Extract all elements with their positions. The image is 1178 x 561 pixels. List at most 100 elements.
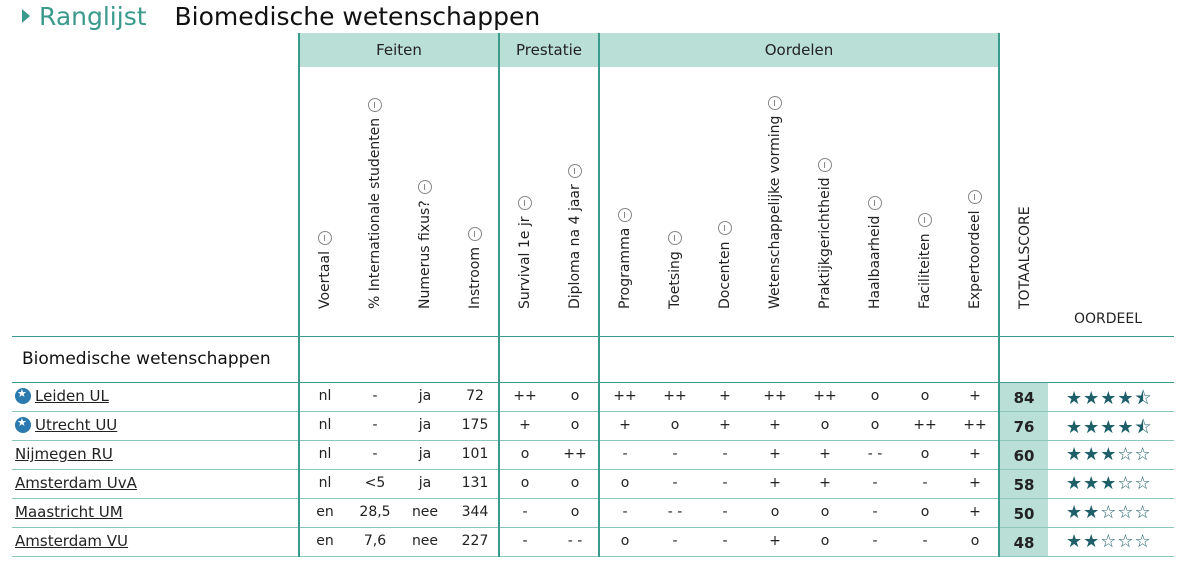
oordeel-header: OORDEEL	[1074, 311, 1143, 327]
cell-faciliteiten: o	[920, 504, 930, 520]
cell-wetenschap: ++	[763, 388, 787, 404]
column-header-haalbaarheid: Haalbaarheid	[865, 95, 885, 325]
column-header-diploma: Diploma na 4 jaar	[565, 95, 585, 325]
university-name[interactable]: Utrecht UU	[35, 416, 118, 434]
total-score: 76	[1000, 412, 1048, 441]
cell-instroom: 131	[461, 475, 489, 491]
university-name[interactable]: Leiden UL	[35, 387, 109, 405]
cell-expert: +	[969, 475, 981, 491]
info-icon[interactable]	[968, 190, 982, 205]
column-label-haalbaarheid: Haalbaarheid	[867, 215, 883, 309]
cell-survival: -	[522, 504, 528, 520]
university-name[interactable]: Maastricht UM	[15, 503, 123, 521]
info-icon[interactable]	[668, 231, 682, 246]
cell-docenten: +	[719, 417, 731, 433]
column-label-voertaal: Voertaal	[317, 251, 333, 309]
cell-expert: +	[969, 446, 981, 462]
info-icon[interactable]	[618, 207, 632, 222]
group-oordelen: Oordelen	[599, 33, 999, 68]
university-name[interactable]: Amsterdam UvA	[15, 474, 137, 492]
cell-voertaal: nl	[318, 475, 332, 491]
cell-haalbaarheid: o	[870, 417, 880, 433]
university-link[interactable]: Leiden UL	[15, 387, 109, 405]
cell-programma: ++	[613, 388, 637, 404]
cell-expert: ++	[963, 417, 987, 433]
cell-survival: ++	[513, 388, 537, 404]
university-link[interactable]: Utrecht UU	[15, 416, 117, 434]
cell-haalbaarheid: -	[872, 504, 878, 520]
university-link[interactable]: Amsterdam UvA	[15, 474, 137, 492]
cell-docenten: -	[722, 504, 728, 520]
row-divider	[12, 411, 1174, 412]
info-icon[interactable]	[768, 95, 782, 110]
column-header-survival: Survival 1e jr	[515, 95, 535, 325]
cell-voertaal: en	[316, 504, 334, 520]
group-feiten: Feiten	[299, 33, 499, 68]
cell-survival: o	[520, 475, 530, 491]
cell-praktijk: o	[820, 504, 830, 520]
triangle-right-icon[interactable]	[22, 9, 30, 23]
info-icon[interactable]	[518, 196, 532, 211]
row-divider	[12, 498, 1174, 499]
info-icon[interactable]	[718, 221, 732, 236]
section-title: Biomedische wetenschappen	[22, 349, 271, 369]
info-icon[interactable]	[568, 164, 582, 179]
cell-toetsing: -	[672, 446, 678, 462]
cell-instroom: 101	[461, 446, 489, 462]
cell-numerus: nee	[411, 533, 439, 549]
info-icon[interactable]	[318, 231, 332, 246]
info-icon[interactable]	[868, 195, 882, 210]
info-icon[interactable]	[918, 213, 932, 228]
section-divider	[12, 382, 1174, 383]
university-name[interactable]: Amsterdam VU	[15, 532, 129, 550]
total-score: 50	[1000, 499, 1048, 528]
info-icon[interactable]	[468, 226, 482, 241]
cell-programma: +	[619, 417, 631, 433]
university-link[interactable]: Nijmegen RU	[15, 445, 113, 463]
cell-instroom: 227	[461, 533, 489, 549]
column-header-totaal: TOTAALSCORE	[1015, 95, 1035, 325]
university-link[interactable]: Maastricht UM	[15, 503, 123, 521]
cell-instroom: 344	[461, 504, 489, 520]
info-icon[interactable]	[368, 97, 382, 112]
cell-programma: -	[622, 446, 628, 462]
star-rating: ★★☆☆☆	[1066, 502, 1152, 523]
table-row: Amsterdam UvA nl <5 ja 131 o o o - - + + - - +58 ★★★☆☆	[0, 470, 1178, 499]
ranglijst-link[interactable]: Ranglijst	[39, 1, 147, 31]
cell-diploma: o	[570, 417, 580, 433]
row-divider	[12, 440, 1174, 441]
column-label-programma: Programma	[617, 227, 633, 309]
cell-docenten: -	[722, 475, 728, 491]
cell-toetsing: ++	[663, 388, 687, 404]
cell-diploma: o	[570, 475, 580, 491]
star-rating: ★★★★⯪	[1066, 388, 1153, 409]
total-score: 48	[1000, 528, 1048, 557]
cell-voertaal: en	[316, 533, 334, 549]
university-link[interactable]: Amsterdam VU	[15, 532, 128, 550]
info-icon[interactable]	[418, 180, 432, 195]
table-row: Maastricht UM en 28,5 nee 344 - o - - - - o o - o +50 ★…	[0, 499, 1178, 528]
column-label-faciliteiten: Faciliteiten	[917, 233, 933, 309]
column-header-numerus: Numerus fixus?	[415, 95, 435, 325]
cell-haalbaarheid: -	[872, 475, 878, 491]
column-header-expert: Expertoordeel	[965, 95, 985, 325]
cell-docenten: -	[722, 446, 728, 462]
cell-docenten: +	[719, 388, 731, 404]
cell-faciliteiten: -	[922, 475, 928, 491]
cell-faciliteiten: o	[920, 446, 930, 462]
star-rating: ★★★☆☆	[1066, 444, 1152, 465]
divider-oordelen	[598, 33, 600, 557]
university-name[interactable]: Nijmegen RU	[15, 445, 113, 463]
cell-instroom: 72	[466, 388, 484, 404]
cell-internationaal: -	[372, 388, 378, 404]
cell-instroom: 175	[461, 417, 489, 433]
cell-wetenschap: +	[769, 446, 781, 462]
info-icon[interactable]	[818, 157, 832, 172]
header-divider	[12, 336, 1174, 337]
row-divider	[12, 527, 1174, 528]
cell-toetsing: - -	[667, 504, 683, 520]
column-label-totaal: TOTAALSCORE	[1017, 206, 1033, 309]
total-score: 58	[1000, 470, 1048, 499]
